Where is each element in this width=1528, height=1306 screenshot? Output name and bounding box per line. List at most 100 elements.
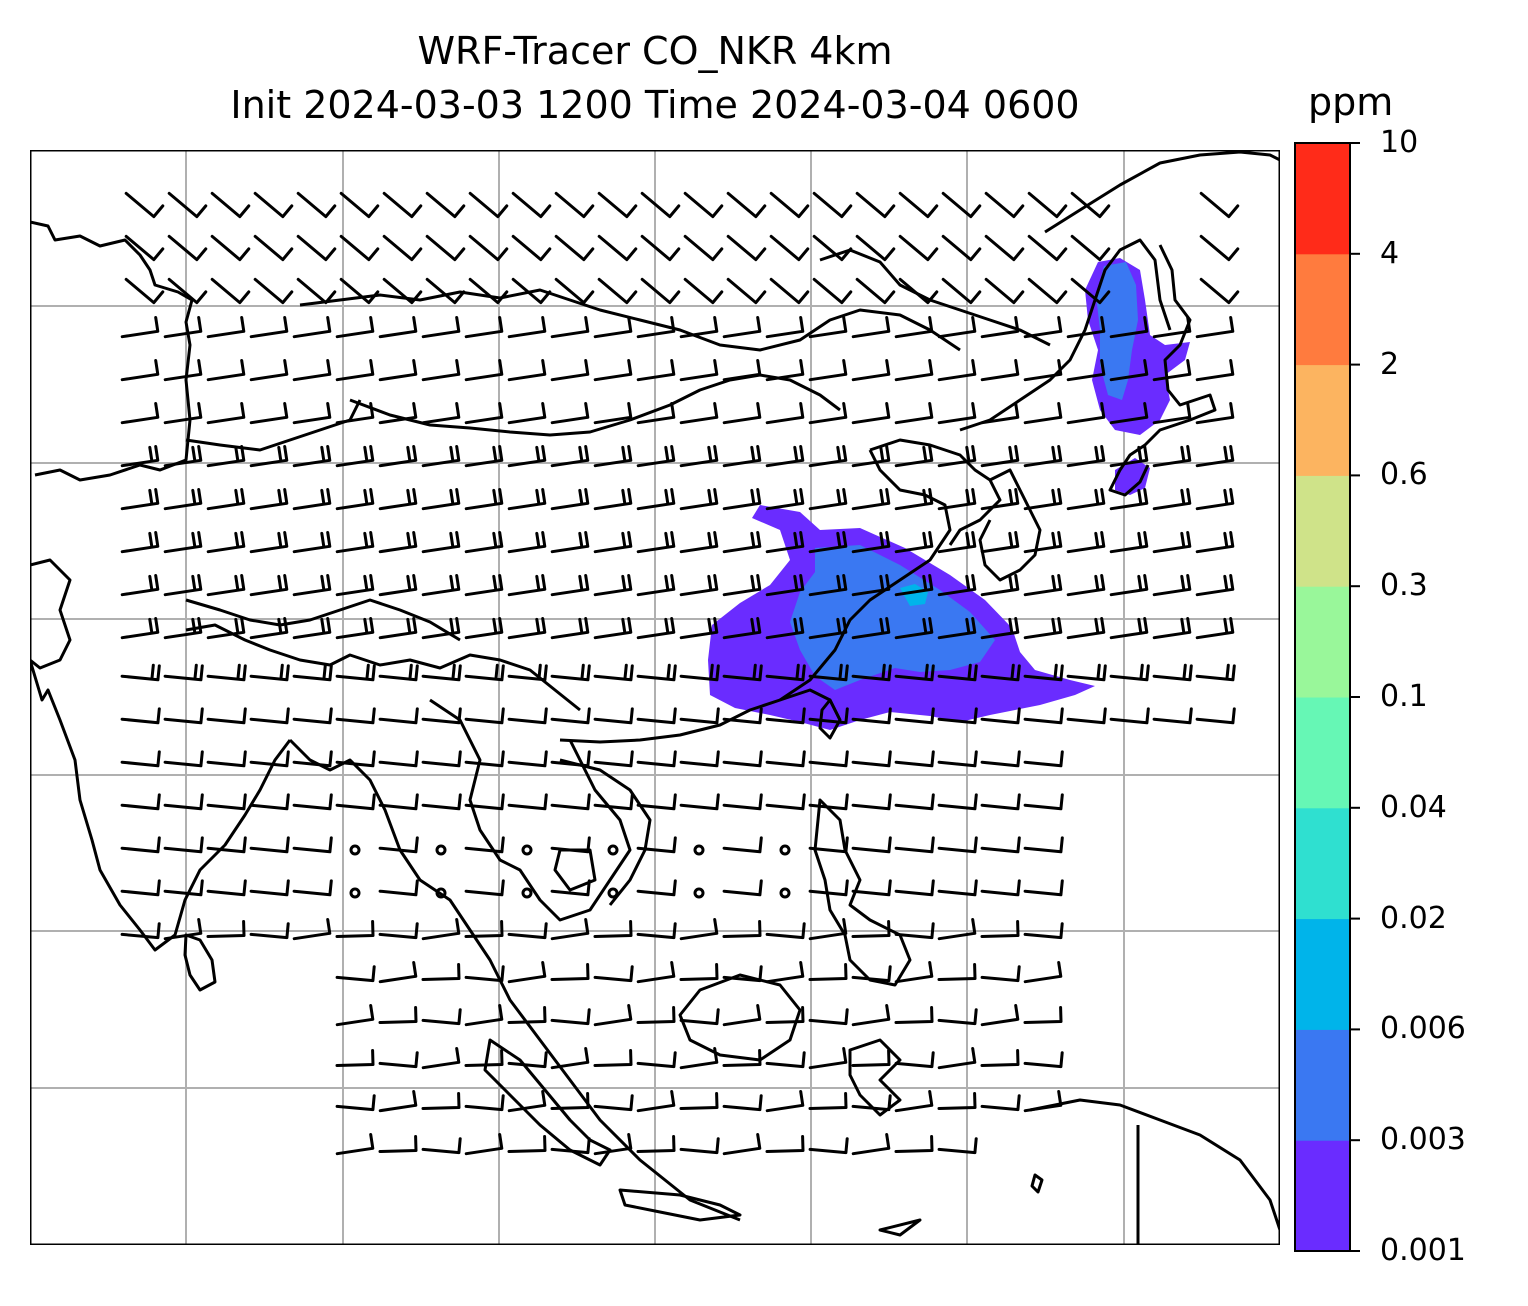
wind-barb <box>124 234 165 262</box>
wind-barb <box>808 402 848 425</box>
wind-barb <box>679 574 719 597</box>
wind-barb <box>1195 488 1235 511</box>
wind-barb <box>1195 402 1235 425</box>
wind-barb <box>1195 617 1235 640</box>
wind-barb <box>894 574 934 597</box>
coast-vietnam <box>559 758 652 906</box>
wind-barb <box>339 191 380 219</box>
plume-east-china-mid <box>790 545 995 690</box>
wind-barb <box>1023 750 1064 768</box>
wind-calm-marker <box>607 887 619 899</box>
wind-barb <box>937 663 978 682</box>
wind-barb <box>593 445 633 468</box>
wind-barb <box>249 574 289 597</box>
wind-barb <box>206 574 246 597</box>
plume-kyushu-low <box>1115 458 1150 495</box>
wind-barb <box>550 316 590 339</box>
wind-barb <box>163 707 204 725</box>
wind-barb <box>679 1008 720 1026</box>
wind-barb <box>1066 316 1106 339</box>
wind-barb <box>378 1006 418 1024</box>
wind-calm-marker <box>693 844 705 856</box>
wind-barb <box>296 191 337 219</box>
wind-barb <box>851 920 891 938</box>
wind-barb <box>206 750 247 768</box>
wind-barb <box>335 920 375 938</box>
wind-barb <box>851 1004 891 1027</box>
wind-barb <box>206 359 246 382</box>
wind-barb <box>980 920 1020 938</box>
wind-barb <box>1152 617 1192 640</box>
wind-barb <box>292 445 332 468</box>
wind-barb <box>206 531 246 554</box>
wind-barb <box>550 617 590 640</box>
wind-barb <box>554 191 595 219</box>
coast-new-guinea <box>1029 1098 1280 1231</box>
wind-barb <box>593 663 634 682</box>
wind-barb <box>679 359 719 382</box>
wind-barb <box>1023 316 1063 339</box>
wind-barb <box>851 617 891 640</box>
wind-barb <box>894 359 934 382</box>
wind-barb <box>507 1006 547 1024</box>
wind-barb <box>507 445 547 468</box>
wind-barb <box>296 234 337 262</box>
wind-barb <box>120 488 160 511</box>
wind-barb <box>851 750 892 768</box>
wind-barb <box>980 1004 1020 1027</box>
wind-barb <box>120 316 160 339</box>
wind-barb <box>722 836 763 854</box>
wind-barb <box>335 617 375 640</box>
wind-barb <box>726 277 767 305</box>
wind-barb <box>382 234 423 262</box>
wind-barb <box>851 1049 891 1067</box>
wind-barb <box>507 707 548 725</box>
wind-barb <box>292 617 332 640</box>
wind-barb <box>120 359 160 382</box>
wind-barb <box>851 402 891 425</box>
wind-barb <box>765 316 805 339</box>
wind-barb <box>1023 359 1063 382</box>
wind-barb <box>980 793 1021 811</box>
wind-barb <box>511 191 552 219</box>
wind-barb <box>593 793 634 811</box>
wind-barb <box>894 750 935 768</box>
wind-barb <box>851 1094 892 1112</box>
wind-barb <box>120 836 161 854</box>
wind-barb <box>679 663 720 682</box>
wind-barb <box>683 191 724 219</box>
wind-barb <box>507 1090 547 1113</box>
wind-barb <box>808 1008 849 1026</box>
wind-barb <box>1027 234 1068 262</box>
wind-barb <box>120 707 161 725</box>
wind-barb <box>163 316 203 339</box>
wind-barb <box>640 277 681 305</box>
wind-barb <box>378 445 418 468</box>
wind-barb <box>640 234 681 262</box>
wind-barb <box>937 1092 977 1110</box>
wind-barb <box>941 191 982 219</box>
wind-barb <box>464 836 505 854</box>
wind-barb <box>335 402 375 425</box>
wind-barb <box>808 574 848 597</box>
colorbar <box>1295 142 1360 1252</box>
wind-barb <box>378 531 418 554</box>
wind-barb <box>507 359 547 382</box>
wind-barb <box>507 922 548 940</box>
wind-barb <box>808 488 848 511</box>
wind-barb <box>1027 277 1068 305</box>
wind-calm-marker <box>435 844 447 856</box>
wind-barb <box>206 488 246 511</box>
wind-barb <box>378 707 419 725</box>
wind-barb <box>550 531 590 554</box>
wind-barb <box>249 793 290 811</box>
wind-barb <box>550 445 590 468</box>
wind-barb <box>120 793 161 811</box>
wind-barb <box>464 920 504 938</box>
wind-barb <box>1109 531 1149 554</box>
wind-barb <box>206 445 246 468</box>
wind-barb <box>249 488 289 511</box>
wind-barb <box>1023 1006 1063 1024</box>
wind-barb <box>167 277 208 305</box>
wind-barb <box>550 402 590 425</box>
